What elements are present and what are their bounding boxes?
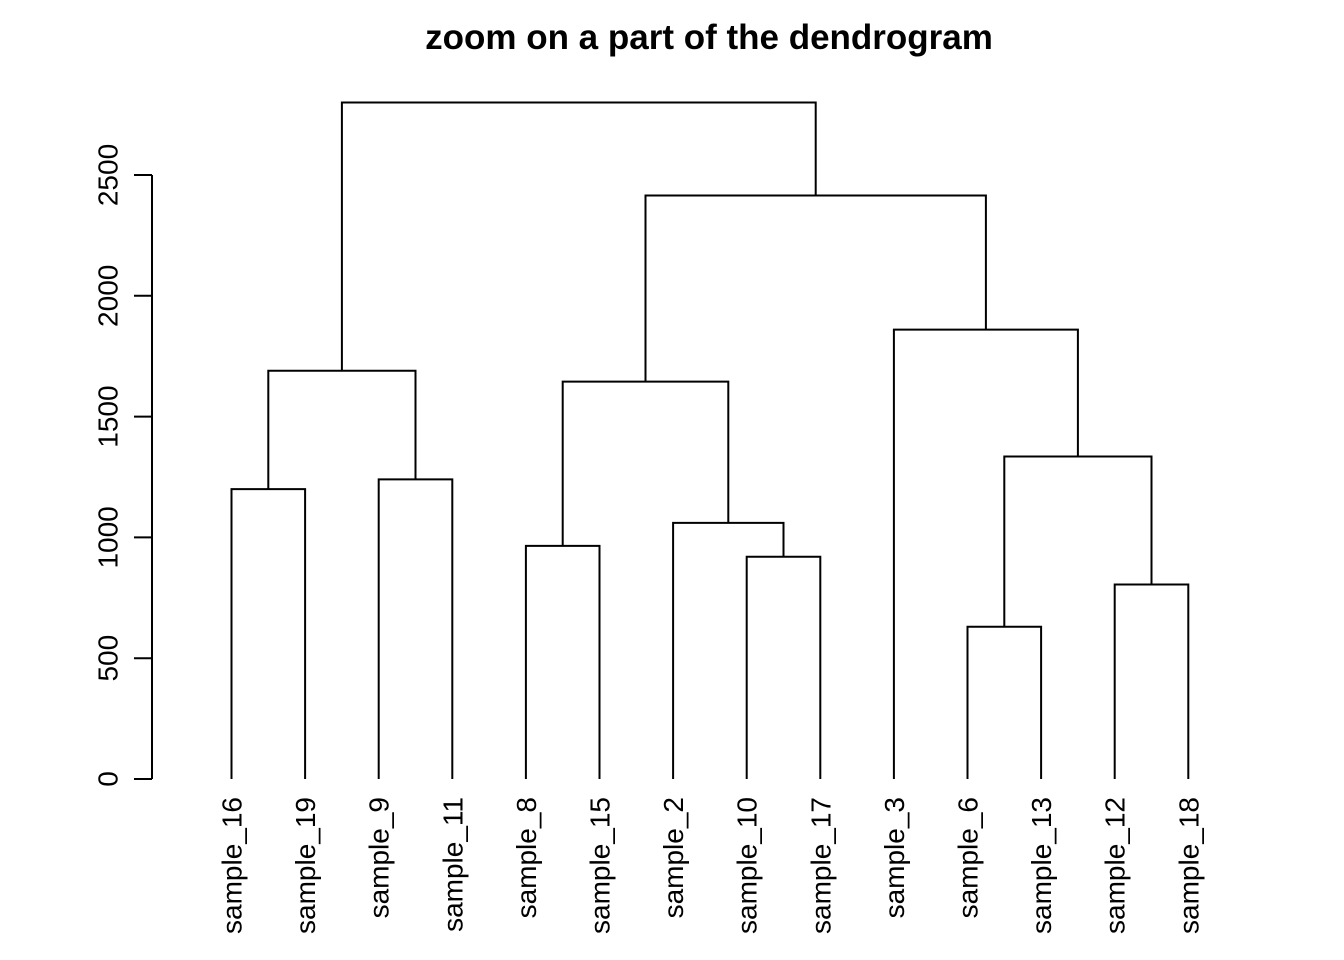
dendrogram-branch	[267, 369, 417, 490]
y-axis: 0 500 1000 1500 2000 2500	[93, 144, 153, 787]
y-tick-label: 500	[93, 635, 124, 682]
dendrogram-branch	[1003, 455, 1153, 627]
dendrogram-branch	[561, 380, 730, 546]
dendrogram-branch	[892, 328, 1079, 779]
dendrogram-branch	[377, 478, 454, 779]
leaf-label: sample_19	[290, 797, 321, 934]
y-tick-label: 2500	[93, 144, 124, 206]
leaf-label: sample_2	[658, 797, 689, 918]
leaf-label: sample_3	[879, 797, 910, 918]
leaf-label: sample_11	[437, 797, 468, 932]
leaf-label: sample_18	[1173, 797, 1204, 934]
dendrogram-branch	[1113, 583, 1190, 779]
dendrogram-branch	[672, 521, 785, 779]
leaf-label: sample_15	[585, 797, 616, 934]
y-tick-label: 1500	[93, 385, 124, 447]
dendrogram-branch	[230, 488, 307, 779]
leaf-label: sample_13	[1026, 797, 1057, 934]
dendrogram-branches	[230, 101, 1190, 779]
dendrogram-branch	[966, 625, 1043, 779]
leaf-label: sample_10	[732, 797, 763, 934]
y-tick-label: 1000	[93, 506, 124, 568]
dendrogram-branch	[745, 555, 822, 779]
leaf-label: sample_9	[364, 797, 395, 918]
y-tick-label: 2000	[93, 265, 124, 327]
dendrogram-branch	[644, 194, 987, 382]
dendrogram-branch	[524, 544, 601, 779]
y-tick-label: 0	[93, 771, 124, 787]
leaf-label: sample_17	[805, 797, 836, 934]
leaf-labels: sample_16 sample_19 sample_9 sample_11 sampl…	[217, 797, 1205, 934]
chart-title: zoom on a part of the dendrogram	[425, 18, 993, 57]
leaf-label: sample_6	[953, 797, 984, 918]
leaf-label: sample_8	[511, 797, 542, 918]
leaf-label: sample_16	[217, 797, 248, 934]
dendrogram-branch	[340, 101, 817, 371]
leaf-label: sample_12	[1100, 797, 1131, 934]
